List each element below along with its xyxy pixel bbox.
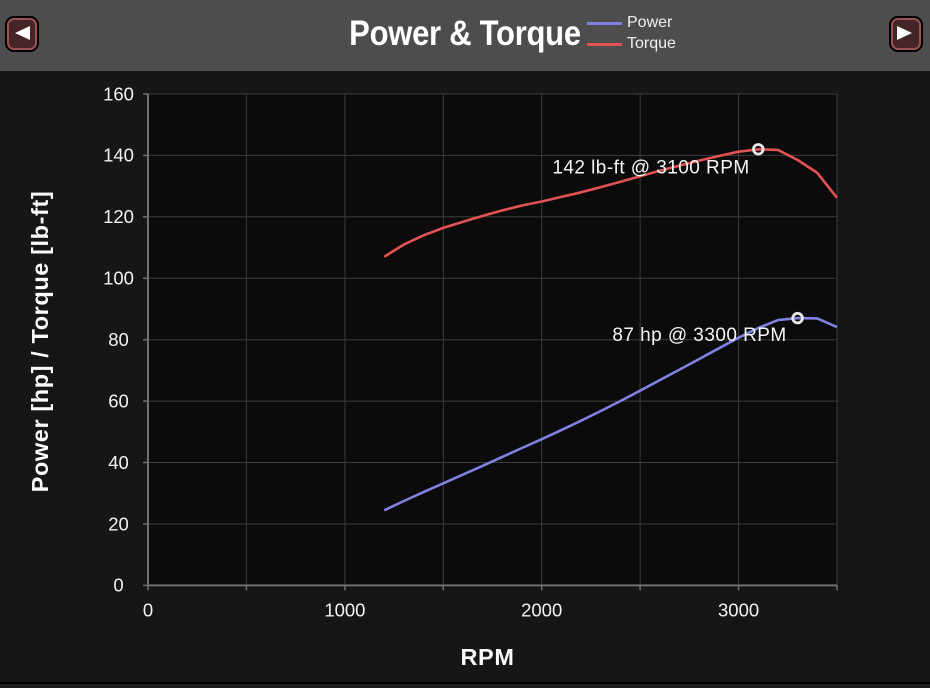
svg-text:0: 0 xyxy=(113,575,123,596)
svg-text:120: 120 xyxy=(103,206,134,227)
svg-text:142 lb-ft @ 3100 RPM: 142 lb-ft @ 3100 RPM xyxy=(552,158,749,179)
svg-text:87 hp @ 3300 RPM: 87 hp @ 3300 RPM xyxy=(612,325,786,346)
svg-text:1000: 1000 xyxy=(324,600,365,621)
svg-text:Power [hp] / Torque [lb-ft]: Power [hp] / Torque [lb-ft] xyxy=(27,191,53,493)
svg-text:20: 20 xyxy=(108,513,129,534)
svg-text:140: 140 xyxy=(103,145,134,166)
svg-text:2000: 2000 xyxy=(521,600,562,621)
svg-text:60: 60 xyxy=(108,390,129,411)
svg-text:80: 80 xyxy=(108,329,129,350)
svg-text:100: 100 xyxy=(103,268,134,289)
svg-text:160: 160 xyxy=(103,83,134,104)
svg-text:3000: 3000 xyxy=(718,600,759,621)
svg-text:0: 0 xyxy=(143,600,153,621)
svg-text:40: 40 xyxy=(108,452,129,473)
svg-text:RPM: RPM xyxy=(460,644,514,670)
